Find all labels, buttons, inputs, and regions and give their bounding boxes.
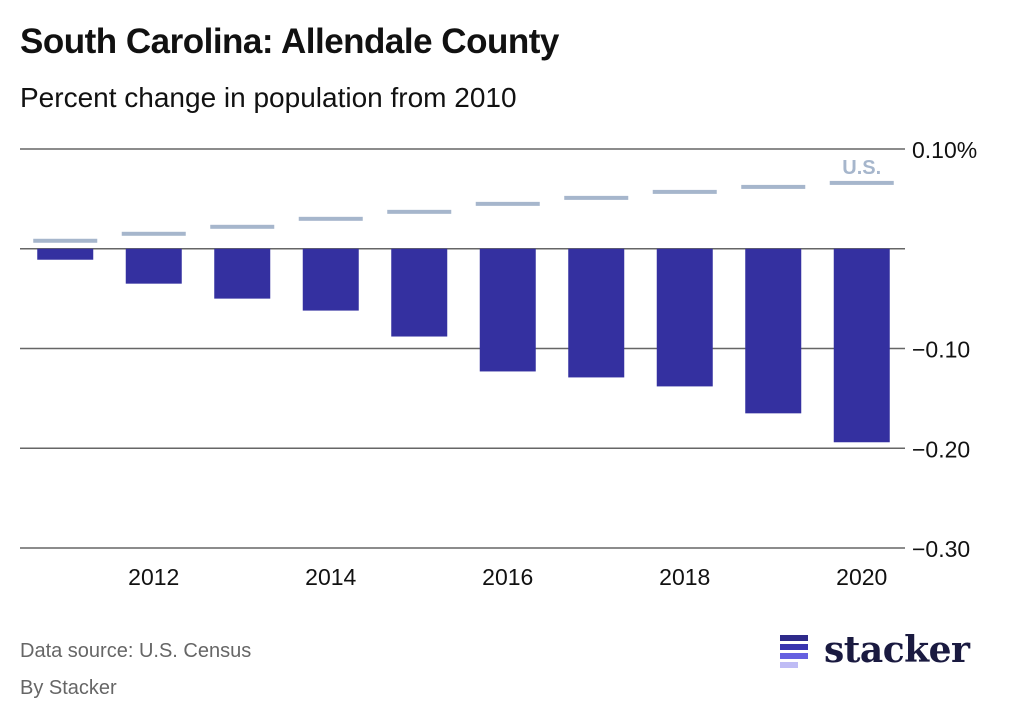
chart-subtitle: Percent change in population from 2010 xyxy=(20,82,517,113)
data-source: Data source: U.S. Census xyxy=(20,640,252,662)
x-tick-label: 2012 xyxy=(128,564,179,590)
y-tick-label: −0.20 xyxy=(912,436,970,462)
us-marker-2019 xyxy=(741,184,806,189)
y-tick-label: 0.10% xyxy=(912,137,977,163)
us-marker-2020 xyxy=(829,180,894,185)
bars xyxy=(37,248,890,443)
x-tick-label: 2016 xyxy=(482,564,533,590)
logo-bar xyxy=(780,662,798,668)
bar-2018 xyxy=(656,248,713,387)
us-legend-label: U.S. xyxy=(842,157,881,179)
bar-2011 xyxy=(37,248,94,260)
bar-2017 xyxy=(568,248,625,378)
x-tick-label: 2014 xyxy=(305,564,356,590)
us-marker-2018 xyxy=(652,189,717,194)
y-tick-label: −0.10 xyxy=(912,337,970,363)
us-marker-2012 xyxy=(121,231,186,236)
bar-2020 xyxy=(833,248,890,443)
us-marker-2014 xyxy=(298,216,363,221)
us-markers xyxy=(33,180,894,243)
us-marker-2013 xyxy=(210,224,275,229)
bar-2019 xyxy=(745,248,802,414)
logo-bar xyxy=(780,644,808,650)
logo-text: stacker xyxy=(824,629,970,671)
us-marker-2016 xyxy=(475,201,540,206)
x-axis-labels: 2012 2014 2016 2018 2020 xyxy=(128,564,887,590)
stacker-logo: stacker xyxy=(780,629,970,671)
bar-2013 xyxy=(214,248,271,299)
bar-2015 xyxy=(391,248,448,337)
logo-bar xyxy=(780,635,808,641)
y-axis-labels: 0.10% −0.10 −0.20 −0.30 xyxy=(912,137,977,562)
us-marker-2011 xyxy=(33,238,98,243)
bar-2014 xyxy=(302,248,359,311)
us-marker-2015 xyxy=(387,209,452,214)
stacker-logo-icon xyxy=(780,631,812,669)
bar-2016 xyxy=(479,248,536,372)
bar-2012 xyxy=(125,248,182,284)
x-tick-label: 2018 xyxy=(659,564,710,590)
y-tick-label: −0.30 xyxy=(912,536,970,562)
byline: By Stacker xyxy=(20,677,117,699)
x-tick-label: 2020 xyxy=(836,564,887,590)
logo-bar xyxy=(780,653,808,659)
chart-title: South Carolina: Allendale County xyxy=(20,22,559,61)
us-marker-2017 xyxy=(564,195,629,200)
